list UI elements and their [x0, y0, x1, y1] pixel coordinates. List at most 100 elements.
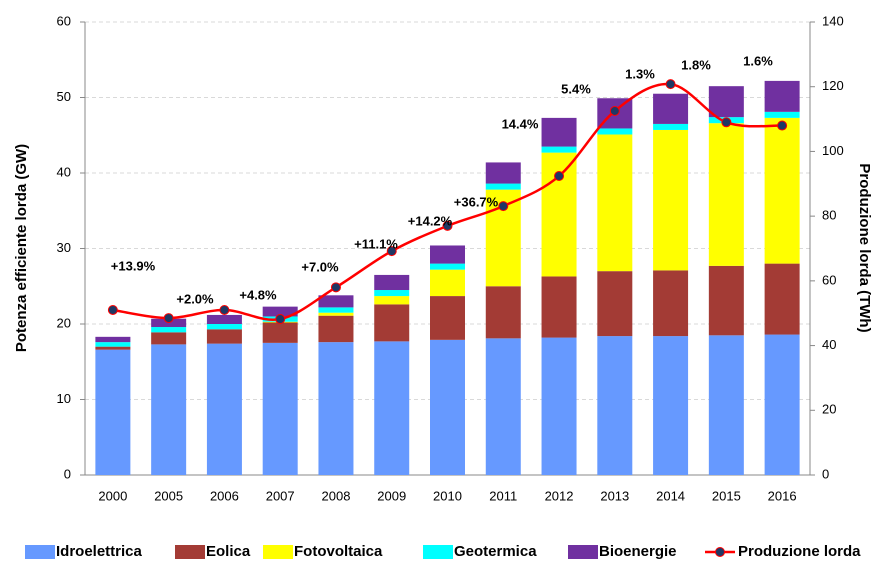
x-tick-label: 2012: [545, 488, 574, 503]
bar-segment: [95, 336, 131, 343]
bar-segment: [653, 336, 689, 475]
bar-segment: [708, 335, 744, 475]
bar-segment: [653, 270, 689, 337]
bar-segment: [764, 334, 800, 475]
bar-segment: [764, 111, 800, 118]
y2-tick-label: 140: [822, 13, 844, 28]
y-tick-label: 10: [57, 391, 71, 406]
line-marker: [609, 105, 620, 116]
bar-segment: [597, 128, 633, 135]
line-marker: [163, 313, 174, 324]
y-tick-label: 50: [57, 89, 71, 104]
bar-segment: [430, 269, 465, 297]
y-tick-label: 20: [57, 315, 71, 330]
x-tick-label: 2010: [433, 488, 462, 503]
annotation: 5.4%: [561, 81, 591, 96]
bar-segment: [318, 342, 354, 475]
bar-segment: [262, 342, 298, 475]
bar-segment: [206, 314, 242, 324]
legend-label: Idroelettrica: [56, 543, 143, 560]
bar-segment: [151, 344, 187, 475]
legend-label: Fotovoltaica: [294, 543, 383, 560]
bar-segment: [485, 338, 521, 475]
y-tick-label: 40: [57, 164, 71, 179]
line-marker: [386, 246, 397, 257]
legend-label: Bioenergie: [599, 543, 677, 560]
legend-swatch: [423, 545, 453, 559]
bar-segment: [374, 290, 410, 297]
bar-segment: [653, 129, 689, 271]
bar-segment: [708, 265, 744, 336]
bar-segment: [318, 295, 354, 308]
bar-segment: [597, 134, 633, 272]
y2-tick-label: 20: [822, 402, 836, 417]
bar-segment: [95, 342, 131, 347]
x-tick-label: 2008: [322, 488, 351, 503]
x-tick-label: 2009: [377, 488, 406, 503]
line-marker: [330, 282, 341, 293]
bar-segment: [374, 274, 410, 291]
y2-axis-label: Produzione lorda (TWh): [856, 163, 873, 332]
x-tick-label: 2014: [656, 488, 685, 503]
bar-segment: [206, 329, 242, 344]
bar-segment: [206, 343, 242, 475]
x-tick-label: 2016: [768, 488, 797, 503]
bar-segment: [262, 322, 298, 343]
annotation: +13.9%: [111, 258, 156, 273]
line-marker: [721, 117, 732, 128]
legend-marker: [715, 547, 725, 557]
line-marker: [275, 314, 286, 325]
bar-segment: [262, 306, 298, 317]
annotation: 1.8%: [681, 57, 711, 72]
y2-tick-label: 100: [822, 143, 844, 158]
line-marker: [219, 304, 230, 315]
x-tick-label: 2005: [154, 488, 183, 503]
x-tick-label: 2006: [210, 488, 239, 503]
annotation: 1.6%: [743, 53, 773, 68]
legend-label: Eolica: [206, 543, 251, 560]
bar-segment: [597, 271, 633, 337]
bar-segment: [206, 324, 242, 330]
bar-segment: [764, 80, 800, 112]
bar-segment: [151, 332, 187, 345]
bar-segment: [374, 296, 410, 305]
bar-segment: [597, 336, 633, 475]
annotation: +11.1%: [354, 236, 398, 251]
bar-segment: [374, 304, 410, 342]
bar-segment: [318, 315, 354, 343]
bar-segment: [485, 183, 521, 190]
annotation: +36.7%: [454, 194, 499, 209]
bar-segment: [541, 276, 577, 338]
y2-tick-label: 120: [822, 78, 844, 93]
legend-swatch: [175, 545, 205, 559]
line-marker: [442, 220, 453, 231]
legend-swatch: [25, 545, 55, 559]
annotation: +14.2%: [408, 213, 453, 228]
x-tick-label: 2000: [98, 488, 127, 503]
bar-segment: [764, 117, 800, 264]
bar-segment: [318, 307, 354, 313]
y2-tick-label: 40: [822, 337, 836, 352]
line-marker: [777, 120, 788, 131]
bar-segment: [430, 339, 465, 475]
line-marker: [554, 171, 565, 182]
y-tick-label: 60: [57, 13, 71, 28]
annotation: 14.4%: [502, 116, 539, 131]
bar-segment: [95, 346, 131, 350]
bar-segment: [430, 245, 465, 264]
bar-segment: [430, 263, 465, 270]
bar-segment: [541, 146, 577, 153]
annotation: +4.8%: [239, 287, 277, 302]
x-tick-label: 2011: [489, 488, 517, 503]
annotation: 1.3%: [625, 66, 655, 81]
legend-label: Geotermica: [454, 543, 537, 560]
bar-segment: [541, 337, 577, 475]
line-marker: [107, 304, 118, 315]
x-tick-label: 2015: [712, 488, 741, 503]
bar-segment: [151, 327, 187, 333]
bar-segment: [541, 117, 577, 147]
legend-label: Produzione lorda: [738, 543, 861, 560]
bar-segment: [708, 86, 744, 118]
bar-segment: [764, 263, 800, 335]
